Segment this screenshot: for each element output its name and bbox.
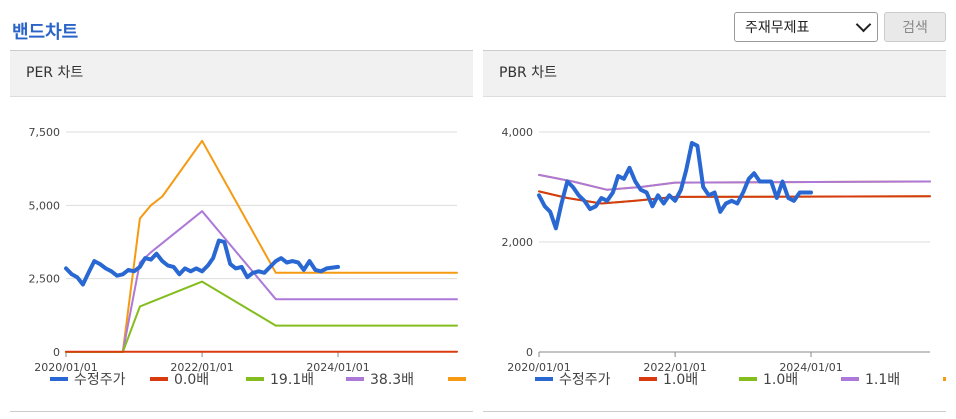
statement-type-select[interactable]: 주재무제표	[734, 12, 878, 42]
series-line-price	[64, 238, 340, 287]
x-tick-label: 2022/01/01	[643, 361, 706, 374]
legend-label: 1.1배	[865, 372, 900, 388]
legend-label: 1.0배	[663, 372, 698, 388]
x-tick-label: 2022/01/01	[170, 361, 233, 374]
search-button[interactable]: 검색	[884, 12, 946, 42]
y-tick-label: 5,000	[29, 199, 61, 212]
legend-label: 38.3배	[370, 372, 414, 388]
pbr-chart: 0 2,000 4,000 2020/01/01 2022/01/01 2024/01/0…	[502, 126, 946, 388]
legend-label: 수정주가	[559, 372, 611, 388]
per-chart-title: PER 차트	[10, 51, 473, 97]
chart-legend: 수정주가 0.0배 19.1배 38.3배 57.4배	[50, 372, 473, 388]
y-tick-label: 7,500	[29, 126, 61, 139]
y-tick-label: 2,000	[502, 236, 534, 249]
y-tick-label: 0	[53, 346, 60, 359]
pbr-chart-panel: PBR 차트 0 2,000 4,000 2020/01/01 2022/01/01 20…	[483, 50, 946, 412]
pbr-chart-title: PBR 차트	[483, 51, 946, 97]
legend-label: 수정주가	[74, 372, 126, 388]
y-tick-label: 2,500	[29, 273, 61, 286]
x-tick-label: 2020/01/01	[34, 361, 97, 374]
per-chart: 0 2,500 5,000 7,500 2020/01/01 2022/01/01 2024…	[29, 126, 474, 388]
y-tick-label: 4,000	[502, 126, 534, 139]
legend-label: 57.4배	[472, 372, 473, 388]
legend-label: 0.0배	[174, 372, 209, 388]
series-line-price	[537, 141, 813, 231]
per-chart-panel: PER 차트 0 2,500 5,000 7,500 2020/01/01 2022/01…	[10, 50, 473, 412]
page-title: 밴드차트	[12, 22, 79, 43]
legend-label: 19.1배	[270, 372, 314, 388]
toolbar: 주재무제표 검색	[734, 12, 946, 42]
chevron-down-icon	[855, 16, 872, 33]
x-tick-label: 2020/01/01	[507, 361, 570, 374]
series-line-s3	[65, 139, 458, 353]
x-tick-label: 2024/01/01	[306, 361, 369, 374]
statement-type-value: 주재무제표	[745, 20, 810, 36]
x-tick-label: 2024/01/01	[779, 361, 842, 374]
legend-label: 1.0배	[763, 372, 798, 388]
y-tick-label: 0	[526, 346, 533, 359]
series-line-s2	[538, 173, 931, 191]
